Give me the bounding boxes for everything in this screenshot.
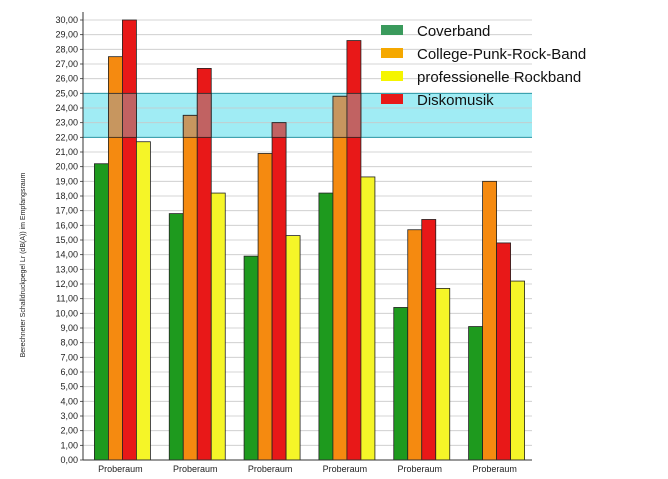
bar-coverband-2 [168,213,184,461]
x-category-label: Proberaum [472,464,517,474]
y-tick-label: 9,00 [60,323,78,333]
y-tick-label: 19,00 [55,176,78,186]
highlight-band [83,93,532,138]
x-category-label: Proberaum [323,464,368,474]
legend-label-college-punk-rock-band: College-Punk-Rock-Band [417,46,586,63]
y-tick-label: 11,00 [56,294,78,304]
y-tick-label: 17,00 [55,206,78,216]
bar-coverband-4 [318,192,334,461]
y-tick-label: 18,00 [55,191,78,201]
legend-label-coverband: Coverband [417,23,490,40]
bar-coverband-6 [468,326,483,461]
y-tick-label: 1,00 [60,440,78,450]
y-tick-label: 20,00 [55,162,78,172]
y-tick-label: 22,00 [55,132,78,142]
bar-diskomusik-3 [271,122,287,461]
y-tick-label: 6,00 [60,367,78,377]
bar-diskomusik-1 [122,19,137,461]
bar-band-overlay [196,92,212,138]
y-tick-label: 8,00 [60,338,78,348]
bar-professionelle-rockband-5 [435,287,451,461]
bar-professionelle-rockband-4 [360,176,376,461]
bar-coverband-3 [243,255,259,461]
legend-swatch-diskomusik [381,94,403,104]
y-tick-label: 23,00 [55,118,78,128]
bar-band-overlay [182,114,198,138]
y-tick-label: 13,00 [55,264,78,274]
bar-college-punk-rock-band-5 [407,229,423,461]
y-tick-label: 15,00 [55,235,78,245]
bar-band-overlay [332,95,348,138]
y-tick-label: 25,00 [55,88,78,98]
bar-professionelle-rockband-3 [285,235,301,461]
y-tick-label: 27,00 [55,59,78,69]
bar-professionelle-rockband-1 [136,141,151,461]
y-tick-label: 29,00 [55,30,78,40]
bar-college-punk-rock-band-3 [257,153,273,461]
bar-diskomusik-6 [496,242,511,461]
legend-swatch-professionelle-rockband [381,71,403,81]
bar-band-overlay [346,92,362,138]
x-category-label: Proberaum [173,464,218,474]
bar-diskomusik-5 [421,219,437,461]
x-category-label: Proberaum [248,464,293,474]
y-tick-label: 30,00 [55,15,78,25]
y-tick-label: 5,00 [60,382,78,392]
bar-college-punk-rock-band-6 [482,180,497,461]
bar-college-punk-rock-band-4 [332,95,348,461]
y-tick-label: 10,00 [55,308,78,318]
y-tick-label: 24,00 [55,103,78,113]
legend-label-professionelle-rockband: professionelle Rockband [417,69,581,86]
x-category-label: Proberaum [98,464,143,474]
x-category-label: Proberaum [397,464,442,474]
legend-swatch-college-punk-rock-band [381,48,403,58]
y-tick-label: 12,00 [55,279,78,289]
y-tick-label: 4,00 [60,396,78,406]
bar-band-overlay [122,92,137,138]
y-tick-label: 0,00 [60,455,78,465]
bar-band-overlay [271,122,287,138]
legend-label-diskomusik: Diskomusik [417,92,494,109]
bar-professionelle-rockband-6 [510,280,525,461]
y-tick-label: 3,00 [60,411,78,421]
bar-band-overlay [108,92,123,138]
y-tick-label: 14,00 [55,250,78,260]
y-tick-label: 16,00 [55,220,78,230]
y-tick-label: 7,00 [60,352,78,362]
y-tick-label: 2,00 [60,426,78,436]
bar-professionelle-rockband-2 [210,192,226,461]
y-axis-label: Berechneter Schalldruckpegel Lr (dB(A)) … [20,172,27,357]
y-tick-label: 28,00 [55,44,78,54]
bar-coverband-1 [94,163,109,461]
y-tick-label: 21,00 [55,147,78,157]
bar-coverband-5 [393,307,409,461]
bar-college-punk-rock-band-2 [182,114,198,461]
legend-swatch-coverband [381,25,403,35]
y-tick-label: 26,00 [55,74,78,84]
